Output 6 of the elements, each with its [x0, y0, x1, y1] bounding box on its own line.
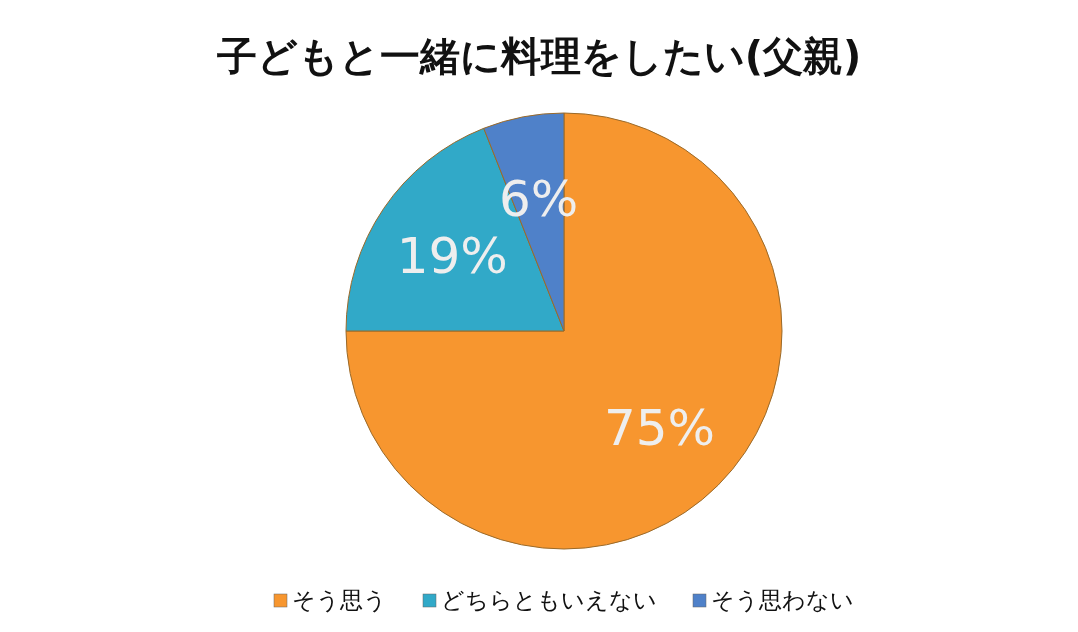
chart-title: 子どもと一緒に料理をしたい(父親): [215, 33, 862, 79]
legend-label: そう思う: [292, 587, 387, 613]
data-label: 75%: [604, 398, 716, 457]
data-label: 19%: [396, 227, 508, 286]
legend-label: そう思わない: [711, 587, 854, 613]
legend-label: どちらともいえない: [441, 587, 657, 613]
